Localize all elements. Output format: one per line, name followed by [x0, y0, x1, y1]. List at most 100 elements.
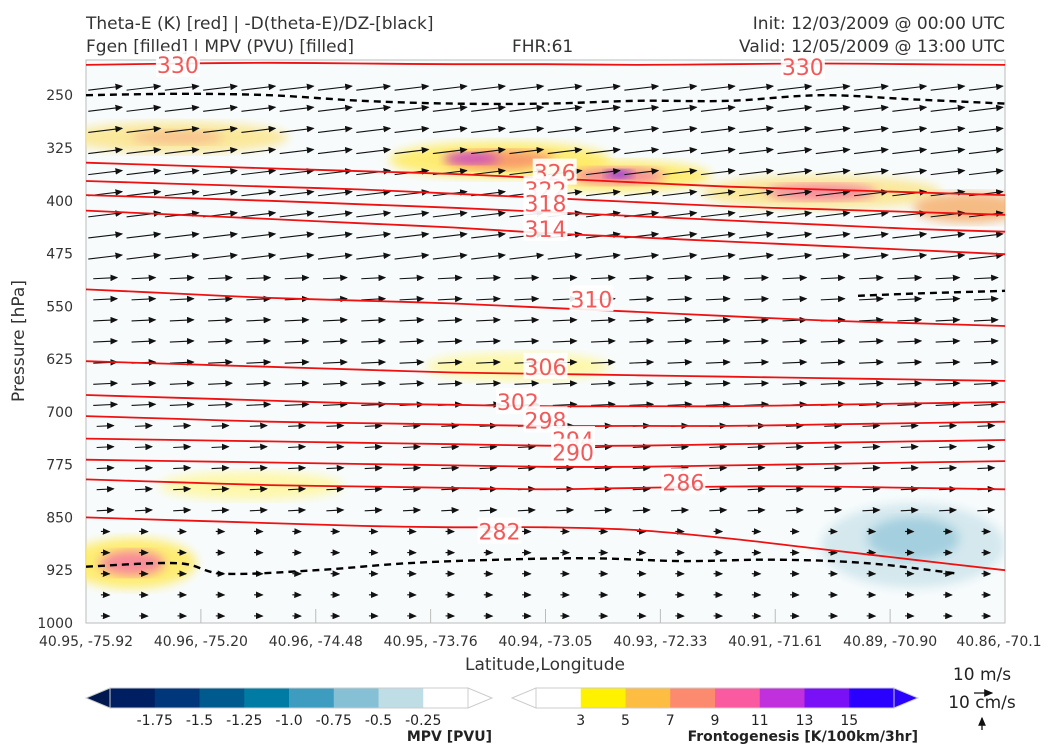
wind-vector [705, 359, 731, 366]
wind-vector [322, 359, 348, 366]
wind-vector [514, 316, 540, 324]
y-tick-label: 250 [46, 88, 73, 104]
wind-vector [739, 83, 775, 91]
wind-vector [169, 401, 195, 408]
wind-vector [288, 464, 307, 472]
wind-vector [279, 146, 315, 155]
wind-vector [164, 146, 200, 155]
wind-vector [552, 316, 578, 324]
wind-vector [782, 337, 808, 345]
wind-vector [317, 189, 353, 197]
wind-vector [667, 401, 693, 408]
theta-e-contour-330 [86, 61, 1005, 66]
wind-vector [394, 125, 430, 133]
title-left-line-2: Fgen [filled] | MPV (PVU) [filled] [86, 37, 355, 57]
wind-vector [249, 464, 268, 472]
wind-vector [973, 295, 999, 303]
wind-vector [437, 316, 463, 324]
wind-vector [939, 507, 958, 514]
wind-vector [585, 125, 621, 133]
colorbar-extend-right [893, 687, 920, 709]
wind-vector [930, 104, 966, 112]
wind-vector [279, 104, 315, 112]
wind-vector [476, 316, 502, 324]
wind-vector [591, 380, 616, 387]
wind-vector [547, 125, 583, 133]
wind-vector [284, 359, 310, 366]
wind-vector [667, 337, 693, 345]
wind-vector [288, 422, 307, 430]
wind-vector [556, 464, 575, 472]
wind-vector [284, 337, 310, 345]
wind-vector [356, 252, 392, 260]
wind-vector [777, 104, 813, 112]
wind-vector [169, 316, 195, 324]
wind-vector [777, 210, 813, 218]
wind-vector [126, 189, 162, 197]
wind-vector [517, 443, 536, 451]
wind-vector [747, 507, 766, 514]
wind-vector [211, 507, 230, 514]
wind-vector [437, 274, 463, 282]
wind-vector [824, 485, 843, 493]
wind-vector [88, 125, 124, 133]
wind-vector [479, 464, 498, 472]
wind-vector [208, 295, 234, 303]
wind-vector [322, 380, 348, 387]
wind-vector [897, 295, 923, 303]
wind-vector [900, 485, 919, 493]
wind-vector [394, 104, 430, 112]
wind-vector [437, 359, 463, 366]
wind-vector [854, 168, 889, 176]
colorbar-segment [154, 688, 200, 708]
wind-vector [279, 210, 315, 218]
colorbar-tick-label: -1.0 [275, 713, 302, 729]
wind-vector [164, 168, 200, 176]
wind-vector [88, 231, 124, 239]
colorbar-tick-label: 13 [796, 713, 814, 729]
wind-vector [662, 210, 698, 218]
contour-label-bg [523, 214, 568, 241]
wind-vector [399, 380, 425, 387]
wind-vector [935, 316, 961, 324]
wind-vector [777, 231, 813, 239]
wind-vector [326, 443, 345, 451]
colorbar-segment [849, 688, 895, 708]
contour-label: 310 [570, 288, 612, 313]
wind-vector [705, 316, 731, 324]
wind-vector [476, 295, 502, 303]
wind-vector [509, 146, 545, 155]
wind-vector [203, 146, 238, 155]
wind-vector [211, 443, 230, 451]
wind-vector [632, 464, 651, 472]
wind-vector [164, 83, 200, 91]
wind-vector [930, 168, 966, 176]
wind-vector [744, 295, 770, 303]
x-axis-ticks: 40.95, -75.92 40.96, -75.20 40.96, -74.48 4… [39, 609, 1042, 650]
wind-vector [785, 464, 804, 472]
wind-vector [476, 274, 502, 282]
wind-vectors [88, 83, 1004, 620]
theta-e-contour-282 [86, 516, 1005, 572]
wind-vector [432, 83, 468, 91]
wind-vector [517, 464, 536, 472]
wind-vector [96, 443, 115, 451]
wind-vector [476, 380, 502, 387]
wind-vector [211, 485, 230, 493]
wind-vector [662, 125, 698, 133]
contour-label: 282 [479, 521, 521, 546]
wind-vector [662, 252, 698, 260]
wind-vector [164, 125, 200, 133]
wind-vector [700, 83, 736, 91]
wind-vector [432, 146, 468, 155]
wind-vector [279, 83, 315, 91]
wind-vector [356, 83, 392, 91]
wind-vector [432, 104, 468, 112]
wind-vector [203, 104, 238, 112]
colorbar-segment [333, 688, 379, 708]
y-axis-ticks: 250 325 400 475 550 625 700 775 850 925 1000 [37, 88, 73, 632]
wind-vector [705, 274, 731, 282]
wind-vector [164, 252, 200, 260]
wind-vector [441, 507, 460, 514]
title-left-line-1: Theta-E (K) [red] | -D(theta-E)/DZ-[blac… [86, 14, 434, 34]
